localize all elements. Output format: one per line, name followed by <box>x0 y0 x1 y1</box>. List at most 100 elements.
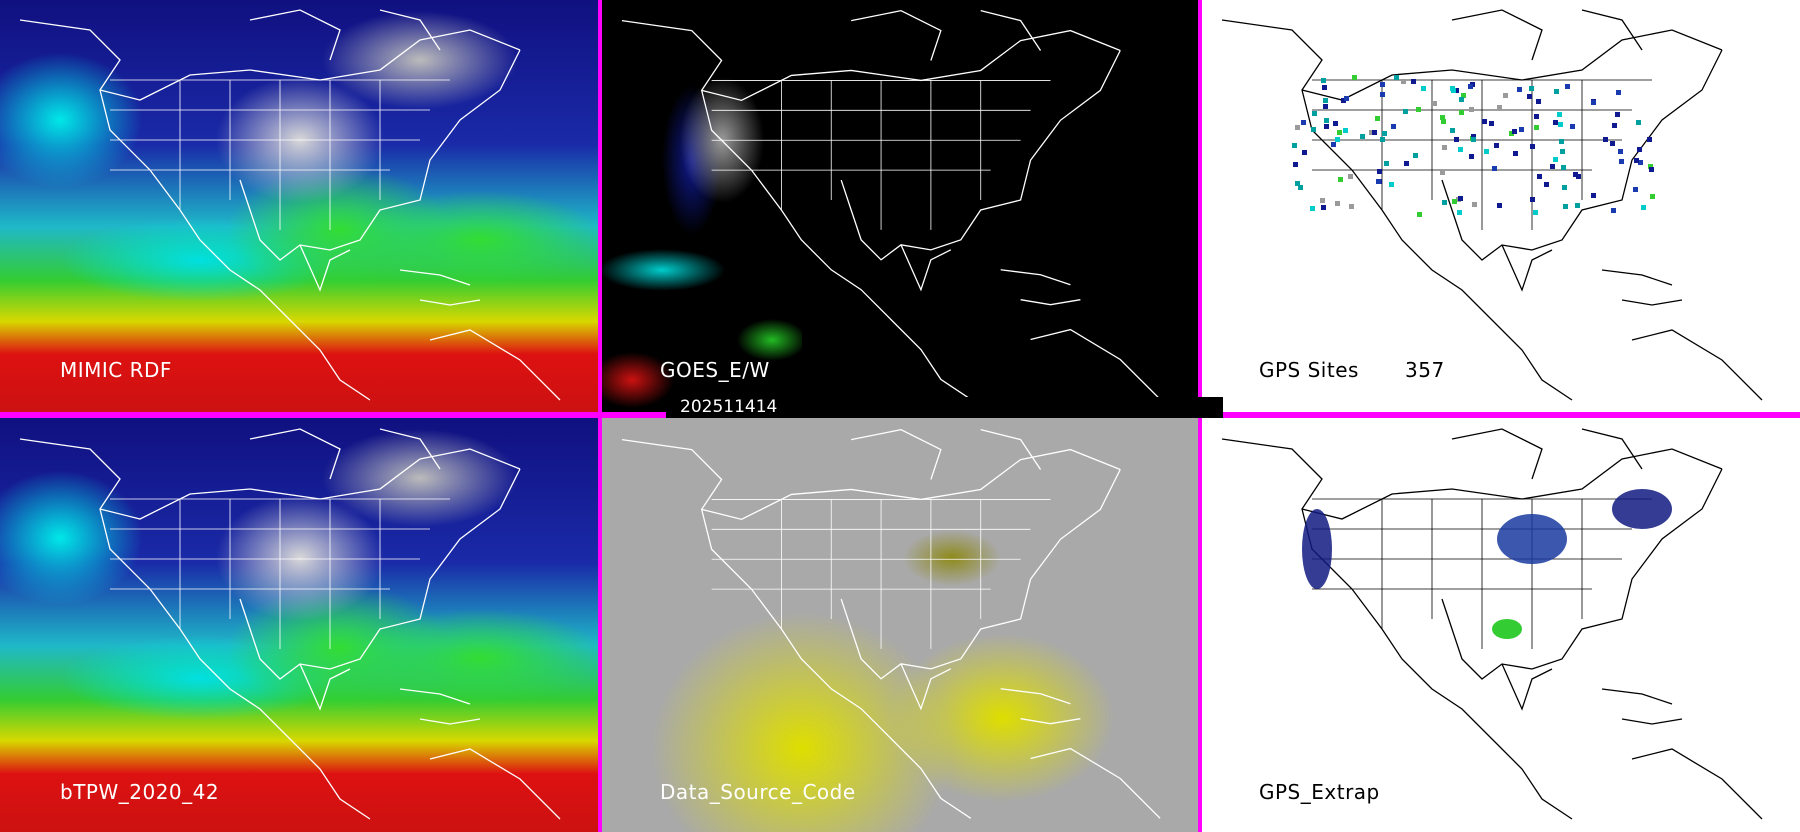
gps-site-marker <box>1502 93 1508 99</box>
gps-site-marker <box>1590 99 1596 105</box>
gps-site-marker <box>1401 79 1407 85</box>
gps-site-marker <box>1321 84 1327 90</box>
gps-site-marker <box>1470 133 1476 139</box>
gps-extrap-blob <box>1497 514 1567 564</box>
gps-site-marker <box>1509 131 1515 137</box>
gps-site-marker <box>1632 187 1638 193</box>
gps-site-marker <box>1481 119 1487 125</box>
gps-sites-panel: GPS Sites 357 <box>1202 0 1800 412</box>
panel-label: Data_Source_Code <box>660 780 856 804</box>
gps-site-marker <box>1533 114 1539 120</box>
gps-site-marker <box>1450 127 1456 133</box>
gps-site-marker <box>1564 84 1570 90</box>
gps-extrap-blob <box>1492 619 1522 639</box>
gps-site-marker <box>1323 117 1329 123</box>
gps-site-marker <box>1638 160 1644 166</box>
gps-site-marker <box>1383 161 1389 167</box>
gps-site-marker <box>1335 200 1341 206</box>
gps-site-marker <box>1558 138 1564 144</box>
gps-site-marker <box>1468 153 1474 159</box>
gps-site-marker <box>1469 107 1475 113</box>
gps-site-marker <box>1483 148 1489 154</box>
gps-site-marker <box>1320 204 1326 210</box>
gps-site-marker <box>1352 75 1358 81</box>
gps-site-marker <box>1618 158 1624 164</box>
gps-site-marker <box>1331 141 1337 147</box>
gps-site-marker <box>1618 148 1624 154</box>
gps-site-marker <box>1292 143 1298 149</box>
gps-site-marker <box>1646 137 1652 143</box>
gps-site-marker <box>1460 92 1466 98</box>
goes-panel: GOES_E/W <box>602 0 1198 412</box>
btpw-panel: bTPW_2020_42 <box>0 418 598 832</box>
gps-site-marker <box>1616 89 1622 95</box>
gps-site-marker <box>1324 124 1330 130</box>
gps-site-marker <box>1391 124 1397 130</box>
gps-site-marker <box>1421 85 1427 91</box>
gps-site-marker <box>1559 148 1565 154</box>
gps-site-marker <box>1570 124 1576 130</box>
gps-site-marker <box>1298 185 1304 191</box>
gps-extrap-blob <box>1612 489 1672 529</box>
gps-site-marker <box>1591 193 1597 199</box>
gps-site-marker <box>1470 137 1476 143</box>
gps-site-marker <box>1416 107 1422 113</box>
gps-site-marker <box>1375 178 1381 184</box>
gps-site-marker <box>1343 95 1349 101</box>
gps-site-marker <box>1650 193 1656 199</box>
gps-site-marker <box>1610 140 1616 146</box>
gps-site-marker <box>1441 144 1447 150</box>
gps-site-marker <box>1633 158 1639 164</box>
gps-site-marker <box>1527 94 1533 100</box>
gps-site-marker <box>1374 116 1380 122</box>
map-outline <box>19 428 561 820</box>
gps-site-marker <box>1341 98 1347 104</box>
gps-site-marker <box>1544 182 1550 188</box>
gps-site-marker <box>1458 96 1464 102</box>
gps-site-marker <box>1454 87 1460 93</box>
gps-site-marker <box>1376 169 1382 175</box>
gps-site-marker <box>1369 130 1375 136</box>
gps-site-marker <box>1457 196 1463 202</box>
gps-site-marker <box>1457 210 1463 216</box>
panel-label: GPS_Extrap <box>1259 780 1380 804</box>
gps-site-marker <box>1300 120 1306 126</box>
gps-site-marker <box>1403 108 1409 114</box>
gps-site-marker <box>1321 77 1327 83</box>
gps-site-marker <box>1533 125 1539 131</box>
gps-site-marker <box>1360 133 1366 139</box>
gps-site-marker <box>1457 147 1463 153</box>
gps-site-marker <box>1554 89 1560 95</box>
gps-site-marker <box>1337 176 1343 182</box>
gps-extrap-panel: GPS_Extrap <box>1202 418 1800 832</box>
gps-site-marker <box>1575 203 1581 209</box>
gps-site-marker <box>1552 157 1558 163</box>
gps-site-marker <box>1336 129 1342 135</box>
gps-site-marker <box>1320 198 1326 204</box>
gps-site-marker <box>1493 143 1499 149</box>
gps-site-marker <box>1332 120 1338 126</box>
gps-site-marker <box>1528 85 1534 91</box>
gps-site-marker <box>1496 105 1502 111</box>
gps-site-marker <box>1467 83 1473 89</box>
panel-label: GOES_E/W <box>660 358 770 382</box>
gps-site-count: 357 <box>1405 358 1445 382</box>
gps-site-marker <box>1412 152 1418 158</box>
gps-site-marker <box>1451 198 1457 204</box>
gps-site-marker <box>1640 204 1646 210</box>
gps-site-marker <box>1611 207 1617 213</box>
gps-site-marker <box>1380 92 1386 98</box>
gps-site-marker <box>1454 136 1460 142</box>
gps-site-marker <box>1295 180 1301 186</box>
gps-site-marker <box>1513 150 1519 156</box>
mimic-rdf-panel: MIMIC RDF <box>0 0 598 412</box>
map-outline <box>621 429 1161 819</box>
gps-site-marker <box>1394 75 1400 80</box>
gps-site-marker <box>1572 172 1578 178</box>
gps-site-marker <box>1535 98 1541 104</box>
gps-site-marker <box>1347 173 1353 179</box>
gps-site-marker <box>1537 174 1543 179</box>
gps-site-marker <box>1349 203 1355 209</box>
gps-site-marker <box>1302 150 1308 156</box>
gps-site-marker <box>1322 97 1328 103</box>
